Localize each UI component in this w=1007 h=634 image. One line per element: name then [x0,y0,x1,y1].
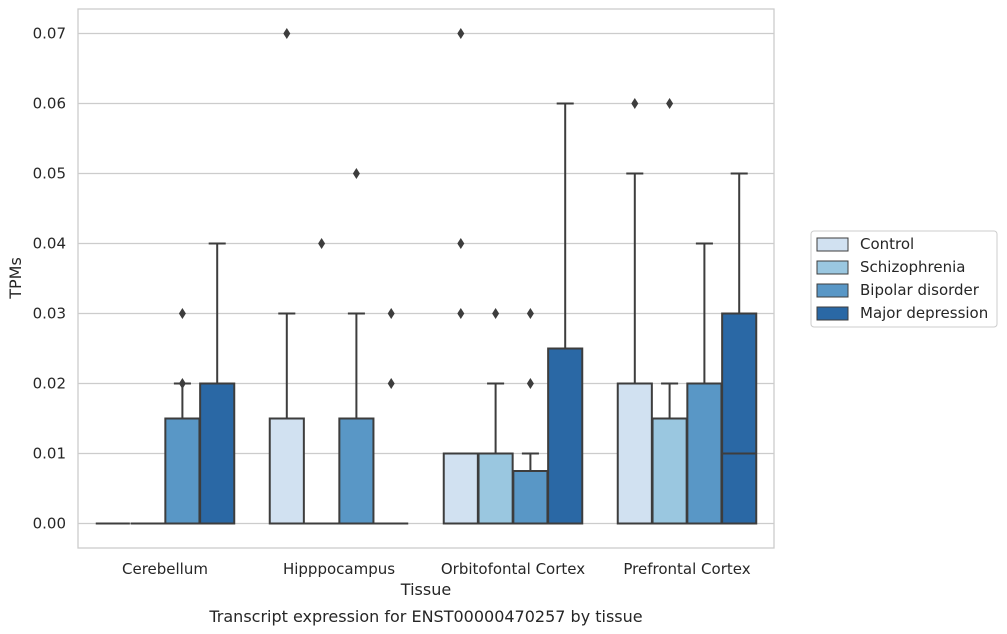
outlier-point [457,308,465,319]
outlier-point [666,98,674,109]
legend-label: Bipolar disorder [860,281,980,299]
legend-swatch [816,237,849,252]
y-tick-label: 0.06 [33,95,66,113]
box-group [651,98,688,525]
box [442,452,479,525]
outlier-point [526,308,534,319]
outlier-point [352,168,360,179]
box-group [686,242,723,525]
legend-label: Major depression [860,304,988,322]
x-tick-label: Prefrontal Cortex [623,560,750,578]
outlier-point [492,308,500,319]
x-axis-label: Tissue [400,580,451,599]
outlier-point [457,238,465,249]
outlier-point [631,98,639,109]
plot-area-frame [77,8,775,549]
y-tick-label: 0.02 [33,375,66,393]
outlier-point [387,308,395,319]
box-group [268,28,305,525]
box-group [616,98,653,525]
y-axis-label: TPMs [6,257,25,300]
legend-swatch [816,260,849,275]
box-group [199,242,236,525]
box-group [442,28,479,525]
chart-caption: Transcript expression for ENST0000047025… [208,607,642,626]
box [164,417,201,525]
box-group [721,172,758,525]
y-tick-label: 0.03 [33,305,66,323]
outlier-point [178,378,186,389]
x-tick-label: Cerebellum [122,560,208,578]
box [338,417,375,525]
outlier-point [457,28,465,39]
outlier-point [283,28,291,39]
box [721,312,758,525]
y-tick-label: 0.07 [33,25,66,43]
x-axis-ticks: Cerebellum Hipppocampus Orbitofontal Corte… [122,560,751,578]
box-group [304,238,339,525]
box-plots [95,28,758,525]
box [268,417,305,525]
outlier-point [387,378,395,389]
legend-frame [810,230,998,328]
box-group [338,168,375,525]
box [547,347,584,525]
box [651,417,688,525]
legend-swatch [816,306,849,321]
legend-label: Schizophrenia [860,258,965,276]
box [477,452,514,525]
y-axis-ticks: 0.00 0.01 0.02 0.03 0.04 0.05 0.06 0.07 [33,25,66,533]
y-tick-label: 0.01 [33,445,66,463]
legend: Control Schizophrenia Bipolar disorder Majo… [810,230,998,328]
outlier-point [526,378,534,389]
box [512,470,549,525]
outlier-point [178,308,186,319]
box-group [374,308,409,525]
box-group [512,308,549,525]
legend-label: Control [860,235,914,253]
outlier-point [318,238,326,249]
y-tick-label: 0.05 [33,165,66,183]
box-group [477,308,514,525]
y-tick-label: 0.04 [33,235,66,253]
x-tick-label: Orbitofontal Cortex [441,560,585,578]
legend-swatch [816,283,849,298]
x-tick-label: Hipppocampus [283,560,395,578]
box [199,382,236,525]
box [686,382,723,525]
box-group [164,308,201,525]
box [616,382,653,525]
y-tick-label: 0.00 [33,515,66,533]
box-group [547,102,584,525]
